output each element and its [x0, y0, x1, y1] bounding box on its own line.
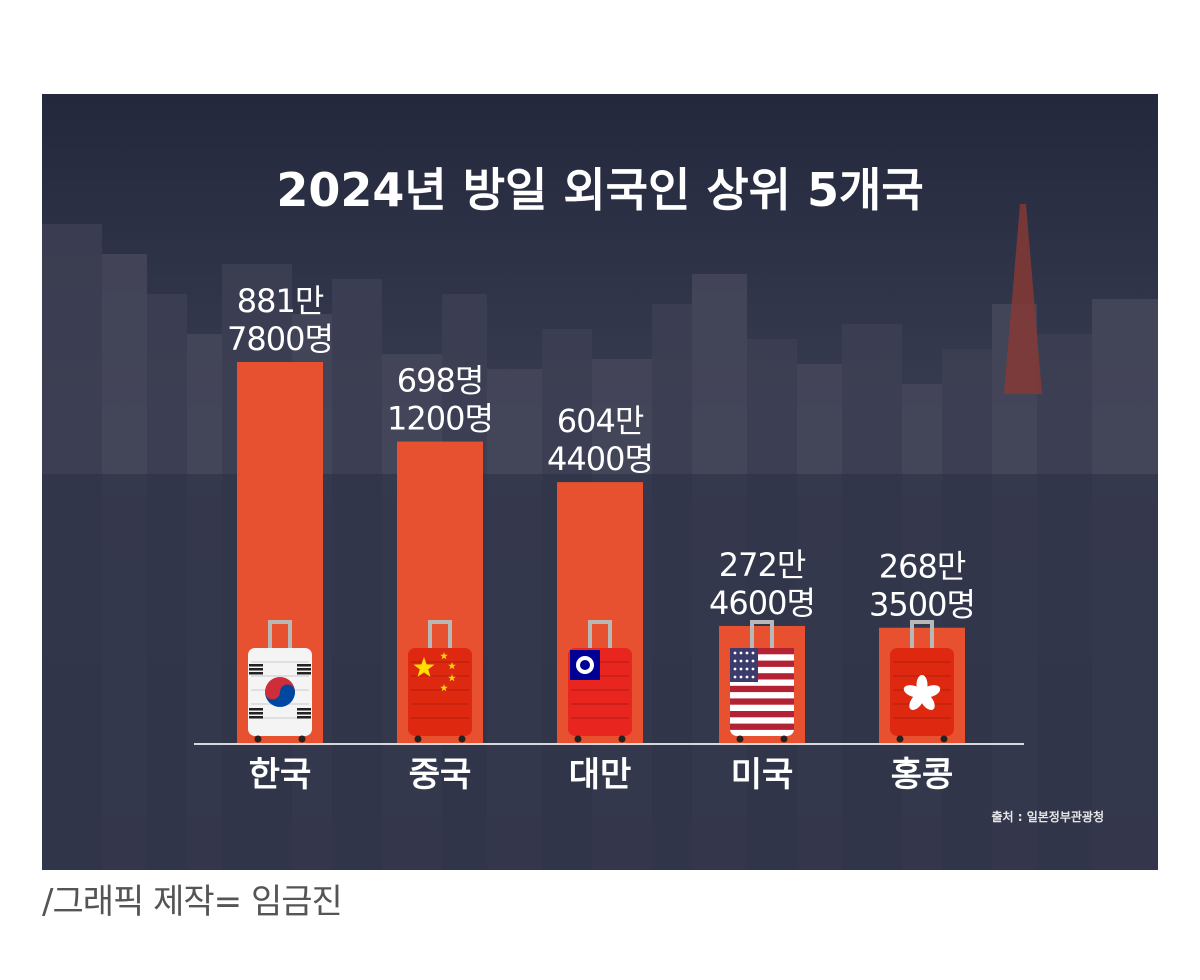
taiwan-flag-icon [568, 620, 632, 743]
china-flag-icon [408, 620, 472, 743]
bar-value-label: 604만 [557, 402, 644, 440]
bar-value-label: 4600명 [709, 584, 815, 622]
bar-value-label: 268만 [879, 548, 966, 586]
hong-kong-flag-icon [890, 620, 954, 743]
south-korea-flag-icon [248, 620, 312, 743]
usa-flag-icon [730, 620, 794, 743]
bar-value-label: 272만 [719, 546, 806, 584]
category-label: 중국 [409, 755, 472, 795]
graphic-credit-caption: /그래픽 제작= 임금진 [42, 882, 343, 922]
bar-value-label: 881만 [237, 282, 324, 320]
category-label: 한국 [249, 755, 312, 795]
bar-value-label: 3500명 [869, 586, 975, 624]
category-label: 미국 [731, 755, 794, 795]
category-label: 대만 [569, 755, 632, 795]
bar-value-label: 7800명 [227, 320, 333, 358]
source-label: 출처 : 일본정부관광청 [991, 809, 1104, 824]
bar-value-label: 698명 [397, 362, 484, 400]
category-label: 홍콩 [891, 755, 954, 795]
chart-title: 2024년 방일 외국인 상위 5개국 [276, 163, 923, 217]
tower-silhouette [1004, 204, 1042, 394]
bar-value-label: 4400명 [547, 440, 653, 478]
bar-value-label: 1200명 [387, 400, 493, 438]
